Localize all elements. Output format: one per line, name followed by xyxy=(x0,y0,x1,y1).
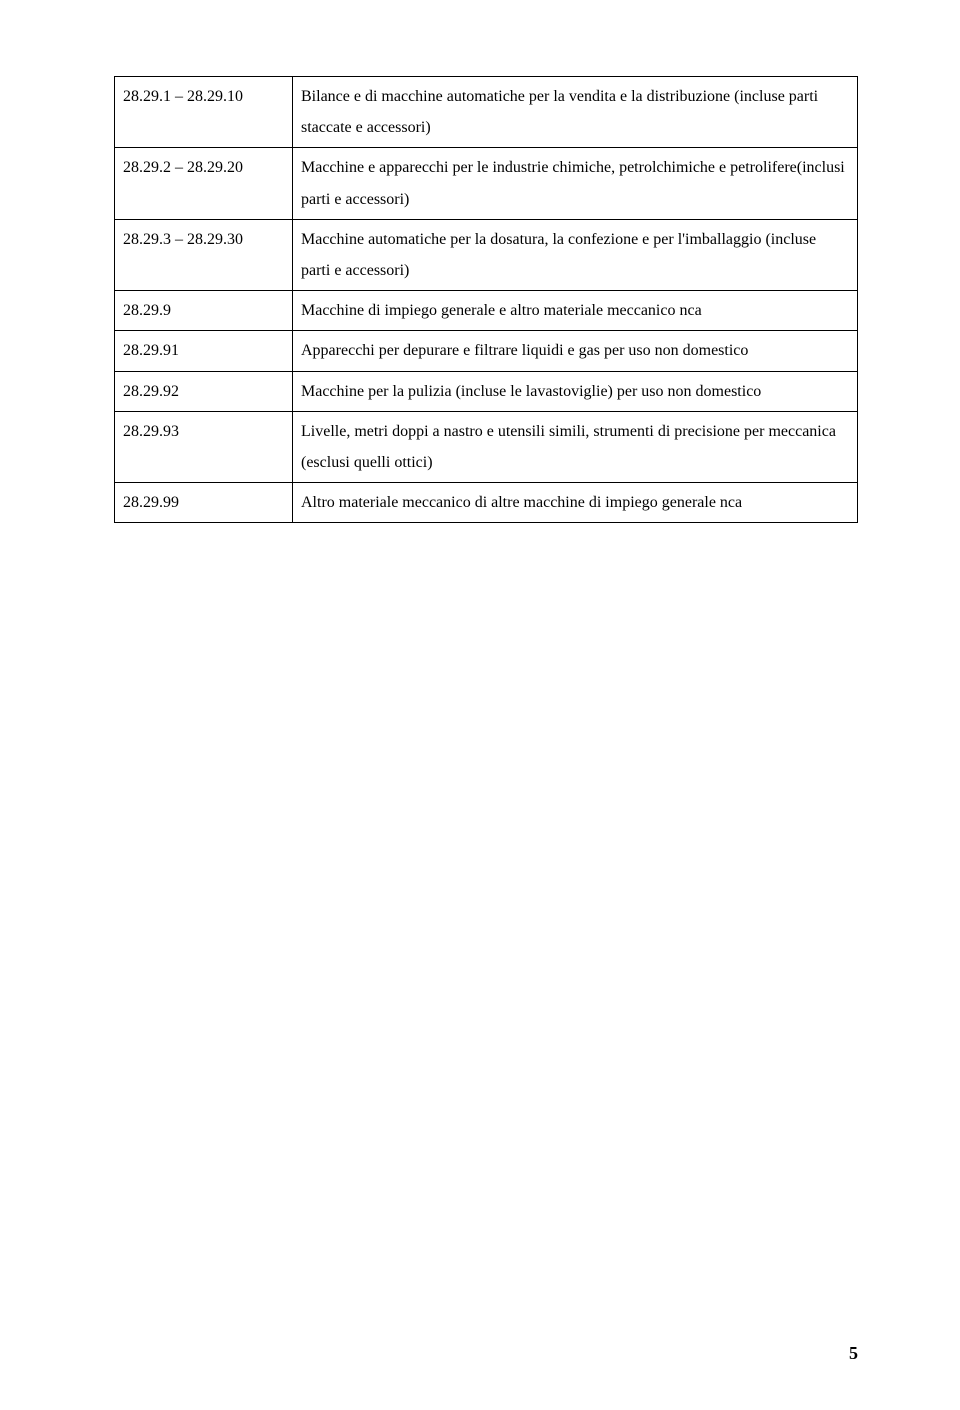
code-cell: 28.29.92 xyxy=(115,371,293,411)
code-cell: 28.29.3 – 28.29.30 xyxy=(115,219,293,290)
desc-cell: Livelle, metri doppi a nastro e utensili… xyxy=(293,411,858,482)
page: 28.29.1 – 28.29.10 Bilance e di macchine… xyxy=(0,0,960,1410)
desc-cell: Macchine e apparecchi per le industrie c… xyxy=(293,148,858,219)
code-cell: 28.29.9 xyxy=(115,291,293,331)
table-row: 28.29.9 Macchine di impiego generale e a… xyxy=(115,291,858,331)
table-row: 28.29.92 Macchine per la pulizia (inclus… xyxy=(115,371,858,411)
code-cell: 28.29.99 xyxy=(115,483,293,523)
desc-cell: Altro materiale meccanico di altre macch… xyxy=(293,483,858,523)
table-row: 28.29.93 Livelle, metri doppi a nastro e… xyxy=(115,411,858,482)
table-row: 28.29.3 – 28.29.30 Macchine automatiche … xyxy=(115,219,858,290)
table-row: 28.29.99 Altro materiale meccanico di al… xyxy=(115,483,858,523)
code-cell: 28.29.93 xyxy=(115,411,293,482)
desc-cell: Macchine di impiego generale e altro mat… xyxy=(293,291,858,331)
desc-cell: Macchine per la pulizia (incluse le lava… xyxy=(293,371,858,411)
table-row: 28.29.1 – 28.29.10 Bilance e di macchine… xyxy=(115,77,858,148)
code-cell: 28.29.91 xyxy=(115,331,293,371)
code-cell: 28.29.2 – 28.29.20 xyxy=(115,148,293,219)
desc-cell: Apparecchi per depurare e filtrare liqui… xyxy=(293,331,858,371)
table-row: 28.29.2 – 28.29.20 Macchine e apparecchi… xyxy=(115,148,858,219)
codes-table: 28.29.1 – 28.29.10 Bilance e di macchine… xyxy=(114,76,858,523)
table-row: 28.29.91 Apparecchi per depurare e filtr… xyxy=(115,331,858,371)
desc-cell: Macchine automatiche per la dosatura, la… xyxy=(293,219,858,290)
page-number: 5 xyxy=(849,1343,858,1364)
code-cell: 28.29.1 – 28.29.10 xyxy=(115,77,293,148)
desc-cell: Bilance e di macchine automatiche per la… xyxy=(293,77,858,148)
codes-table-body: 28.29.1 – 28.29.10 Bilance e di macchine… xyxy=(115,77,858,523)
